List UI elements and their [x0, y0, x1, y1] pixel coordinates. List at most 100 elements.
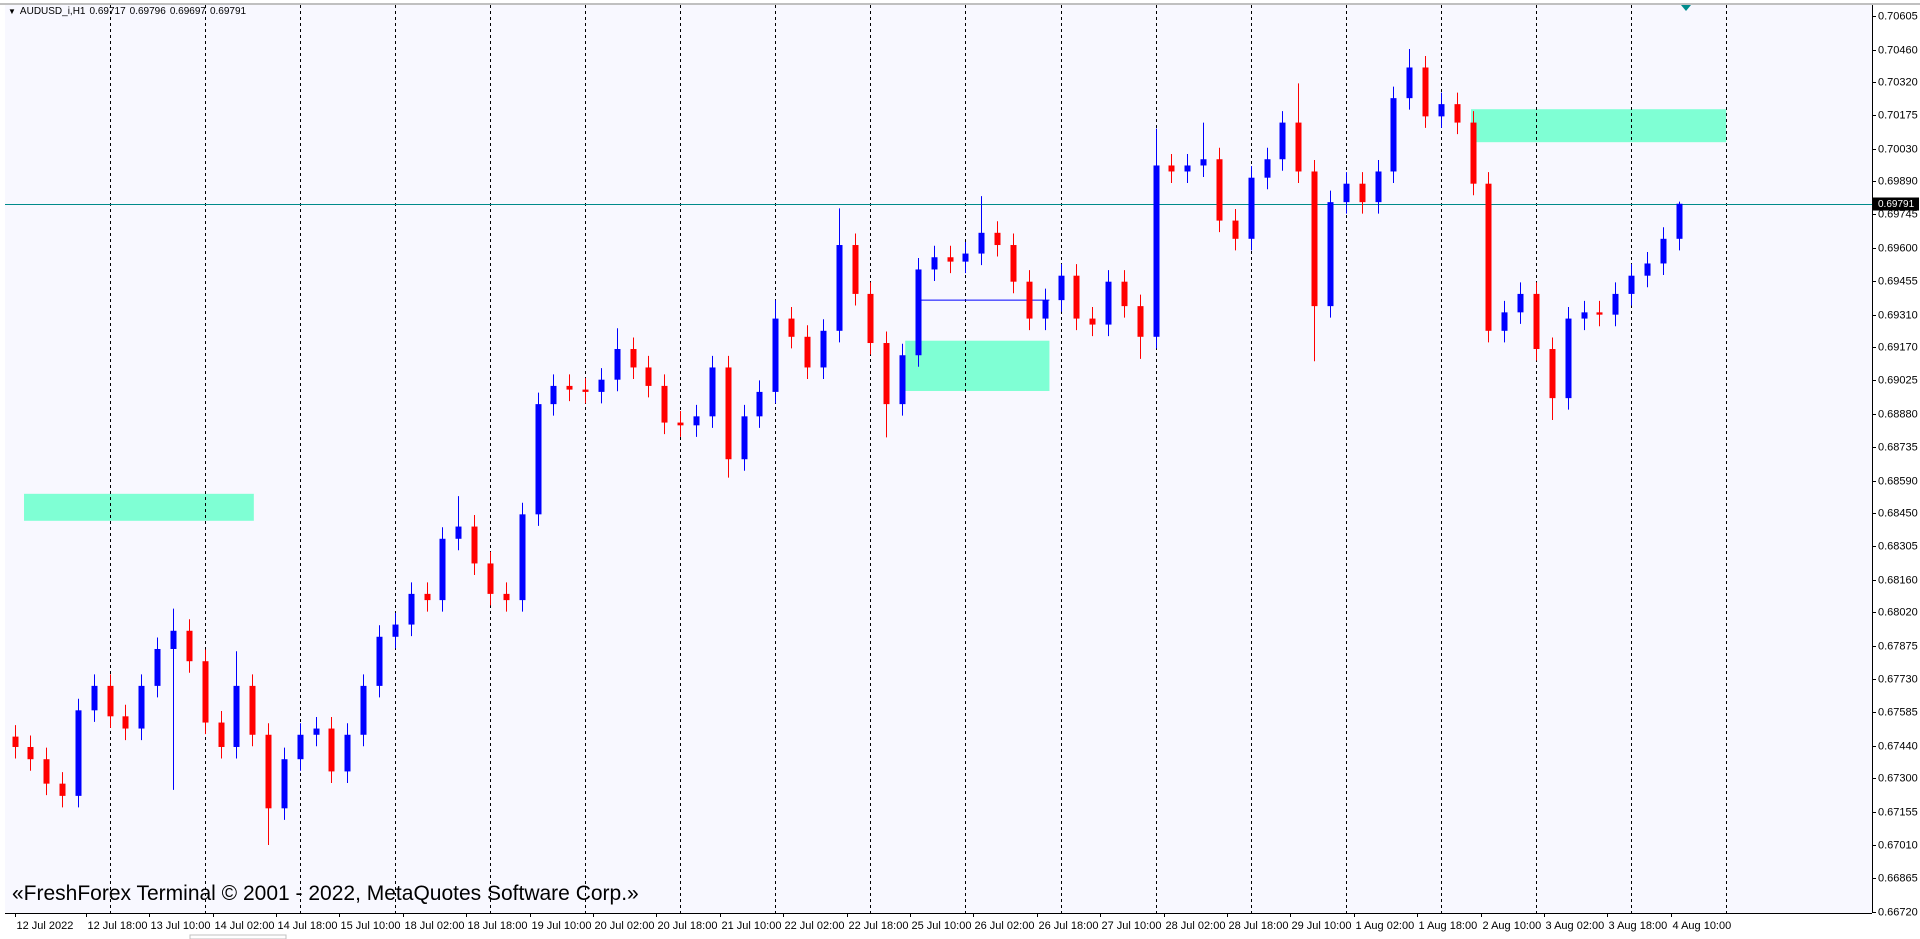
y-tick-label: 0.70175 — [1878, 109, 1918, 121]
y-tick-label: 0.67875 — [1878, 640, 1918, 652]
candle-body — [1470, 122, 1477, 184]
x-tick-label: 4 Aug 10:00 — [1673, 920, 1732, 932]
header-close: 0.69791 — [209, 6, 247, 17]
watermark: «FreshForex Terminal © 2001 - 2022, Meta… — [12, 882, 639, 905]
candle-body — [186, 630, 193, 662]
candle-body — [27, 746, 34, 760]
candle-body — [883, 343, 890, 405]
candle-body — [1485, 183, 1492, 331]
candle-body — [1422, 67, 1429, 117]
candle-body — [1121, 281, 1128, 307]
x-tick-label: 19 Jul 10:00 — [532, 920, 592, 932]
y-tick-label: 0.69310 — [1878, 309, 1918, 321]
candle-body — [1438, 104, 1445, 117]
candle-body — [550, 385, 557, 405]
candle-body — [1216, 159, 1223, 221]
y-tick-label: 0.69170 — [1878, 341, 1918, 353]
y-tick-label: 0.67155 — [1878, 806, 1918, 818]
y-tick-label: 0.69600 — [1878, 242, 1918, 254]
candle-body — [408, 593, 415, 625]
y-tick-label: 0.68590 — [1878, 475, 1918, 487]
x-tick-label: 25 Jul 10:00 — [912, 920, 972, 932]
candle-body — [202, 661, 209, 723]
x-tick-label: 12 Jul 18:00 — [88, 920, 148, 932]
candle-body — [328, 728, 335, 772]
candle-body — [899, 355, 906, 405]
candle-body — [376, 636, 383, 686]
x-tick-label: 22 Jul 18:00 — [849, 920, 909, 932]
candle-body — [725, 367, 732, 460]
current-price-label: 0.69791 — [1878, 199, 1915, 210]
y-tick-label: 0.70320 — [1878, 76, 1918, 88]
x-tick-label: 20 Jul 02:00 — [595, 920, 655, 932]
trade-marker — [1681, 5, 1691, 11]
candle-body — [1327, 202, 1334, 307]
candle-body — [1105, 281, 1112, 325]
y-tick-label: 0.68160 — [1878, 574, 1918, 586]
candle-body — [820, 330, 827, 368]
zone — [905, 340, 1050, 391]
candle-body — [1058, 275, 1065, 301]
candle-body — [1676, 203, 1683, 239]
candle-body — [138, 685, 145, 729]
candle-body — [1248, 177, 1255, 239]
candle-body — [931, 257, 938, 270]
candle-body — [1565, 318, 1572, 399]
candle-body — [772, 318, 779, 392]
candle-body — [947, 257, 954, 262]
candle-body — [1042, 300, 1049, 319]
x-tick-label: 27 Jul 10:00 — [1102, 920, 1162, 932]
y-tick-label: 0.70460 — [1878, 44, 1918, 56]
chart-tab[interactable] — [189, 934, 287, 939]
header-open: 0.69717 — [89, 6, 126, 17]
x-tick-label: 18 Jul 02:00 — [405, 920, 465, 932]
x-tick-label: 14 Jul 18:00 — [278, 920, 338, 932]
candle-body — [788, 318, 795, 337]
candle-body — [1153, 165, 1160, 337]
x-tick-label: 13 Jul 10:00 — [151, 920, 211, 932]
candle-body — [677, 422, 684, 426]
candle-body — [1501, 312, 1508, 331]
candle-body — [693, 416, 700, 426]
candle-body — [598, 379, 605, 392]
candle-body — [1612, 293, 1619, 315]
y-tick-label: 0.68735 — [1878, 441, 1918, 453]
y-tick-label: 0.69455 — [1878, 275, 1918, 287]
x-tick-label: 20 Jul 18:00 — [658, 920, 718, 932]
y-tick-label: 0.68450 — [1878, 507, 1918, 519]
candle-body — [439, 538, 446, 601]
candle-body — [1295, 122, 1302, 172]
candle-body — [1517, 293, 1524, 313]
candle-body — [1311, 171, 1318, 307]
x-tick-label: 15 Jul 10:00 — [341, 920, 401, 932]
candle-body — [503, 593, 510, 601]
candle-body — [233, 685, 240, 747]
y-tick-label: 0.66720 — [1878, 906, 1918, 918]
candle-body — [756, 391, 763, 417]
x-tick-label: 28 Jul 18:00 — [1229, 920, 1289, 932]
candle-body — [1359, 183, 1366, 203]
x-tick-label: 2 Aug 10:00 — [1483, 920, 1542, 932]
candle-body — [535, 404, 542, 515]
y-tick-label: 0.66865 — [1878, 872, 1918, 884]
candle-body — [804, 336, 811, 368]
x-tick-label: 1 Aug 18:00 — [1419, 920, 1478, 932]
candle-body — [978, 232, 985, 254]
candle-body — [281, 759, 288, 809]
candle-body — [1010, 245, 1017, 282]
candle-body — [1073, 275, 1080, 319]
x-tick-label: 18 Jul 18:00 — [468, 920, 528, 932]
candle-body — [630, 349, 637, 368]
candle-body — [1644, 263, 1651, 276]
candle-body — [709, 367, 716, 417]
candle-body — [1279, 122, 1286, 160]
y-tick-label: 0.68305 — [1878, 540, 1918, 552]
y-tick-label: 0.67010 — [1878, 839, 1918, 851]
plot-background — [5, 5, 1872, 913]
x-tick-label: 21 Jul 10:00 — [722, 920, 782, 932]
x-tick-label: 29 Jul 10:00 — [1292, 920, 1352, 932]
candle-body — [249, 685, 256, 735]
header-icon: ▼ — [8, 7, 16, 16]
